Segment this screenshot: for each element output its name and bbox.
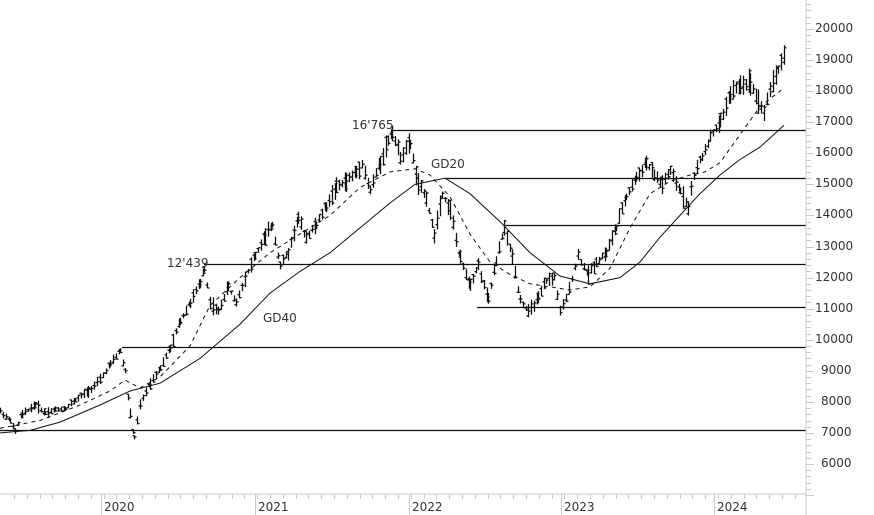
annotation-label: 12'439 xyxy=(167,256,209,270)
x-tick-label: 2024 xyxy=(717,500,748,514)
y-tick-label: 19000 xyxy=(815,52,854,67)
y-tick-label: 20000 xyxy=(815,21,854,35)
annotation-label: GD40 xyxy=(263,311,297,325)
y-tick-label: 9000 xyxy=(821,362,852,377)
x-tick-label: 2023 xyxy=(564,500,595,514)
y-tick-label: 15000 xyxy=(815,176,854,191)
y-tick-label: 7000 xyxy=(821,424,852,439)
y-tick-label: 13000 xyxy=(815,238,854,253)
horizontal-levels xyxy=(0,129,806,432)
x-axis-ticks xyxy=(14,494,796,515)
annotation-label: GD20 xyxy=(431,157,465,171)
axes xyxy=(0,0,807,515)
annotation-label: 16'765 xyxy=(352,118,394,132)
moving-averages xyxy=(0,87,785,434)
price-bars xyxy=(0,45,787,440)
y-tick-label: 16000 xyxy=(815,145,854,160)
gd40-line xyxy=(0,124,785,434)
y-tick-label: 14000 xyxy=(815,207,854,222)
y-tick-label: 18000 xyxy=(815,83,854,98)
y-tick-label: 8000 xyxy=(821,393,852,408)
y-tick-label: 17000 xyxy=(815,114,854,129)
y-tick-label: 6000 xyxy=(821,456,852,470)
y-tick-label: 10000 xyxy=(815,331,854,346)
x-tick-label: 2022 xyxy=(412,500,443,514)
y-tick-label: 12000 xyxy=(815,269,854,284)
x-tick-label: 2020 xyxy=(104,500,135,514)
x-tick-label: 2021 xyxy=(258,500,289,514)
y-tick-label: 11000 xyxy=(815,300,854,315)
y-axis-ticks xyxy=(806,4,814,496)
